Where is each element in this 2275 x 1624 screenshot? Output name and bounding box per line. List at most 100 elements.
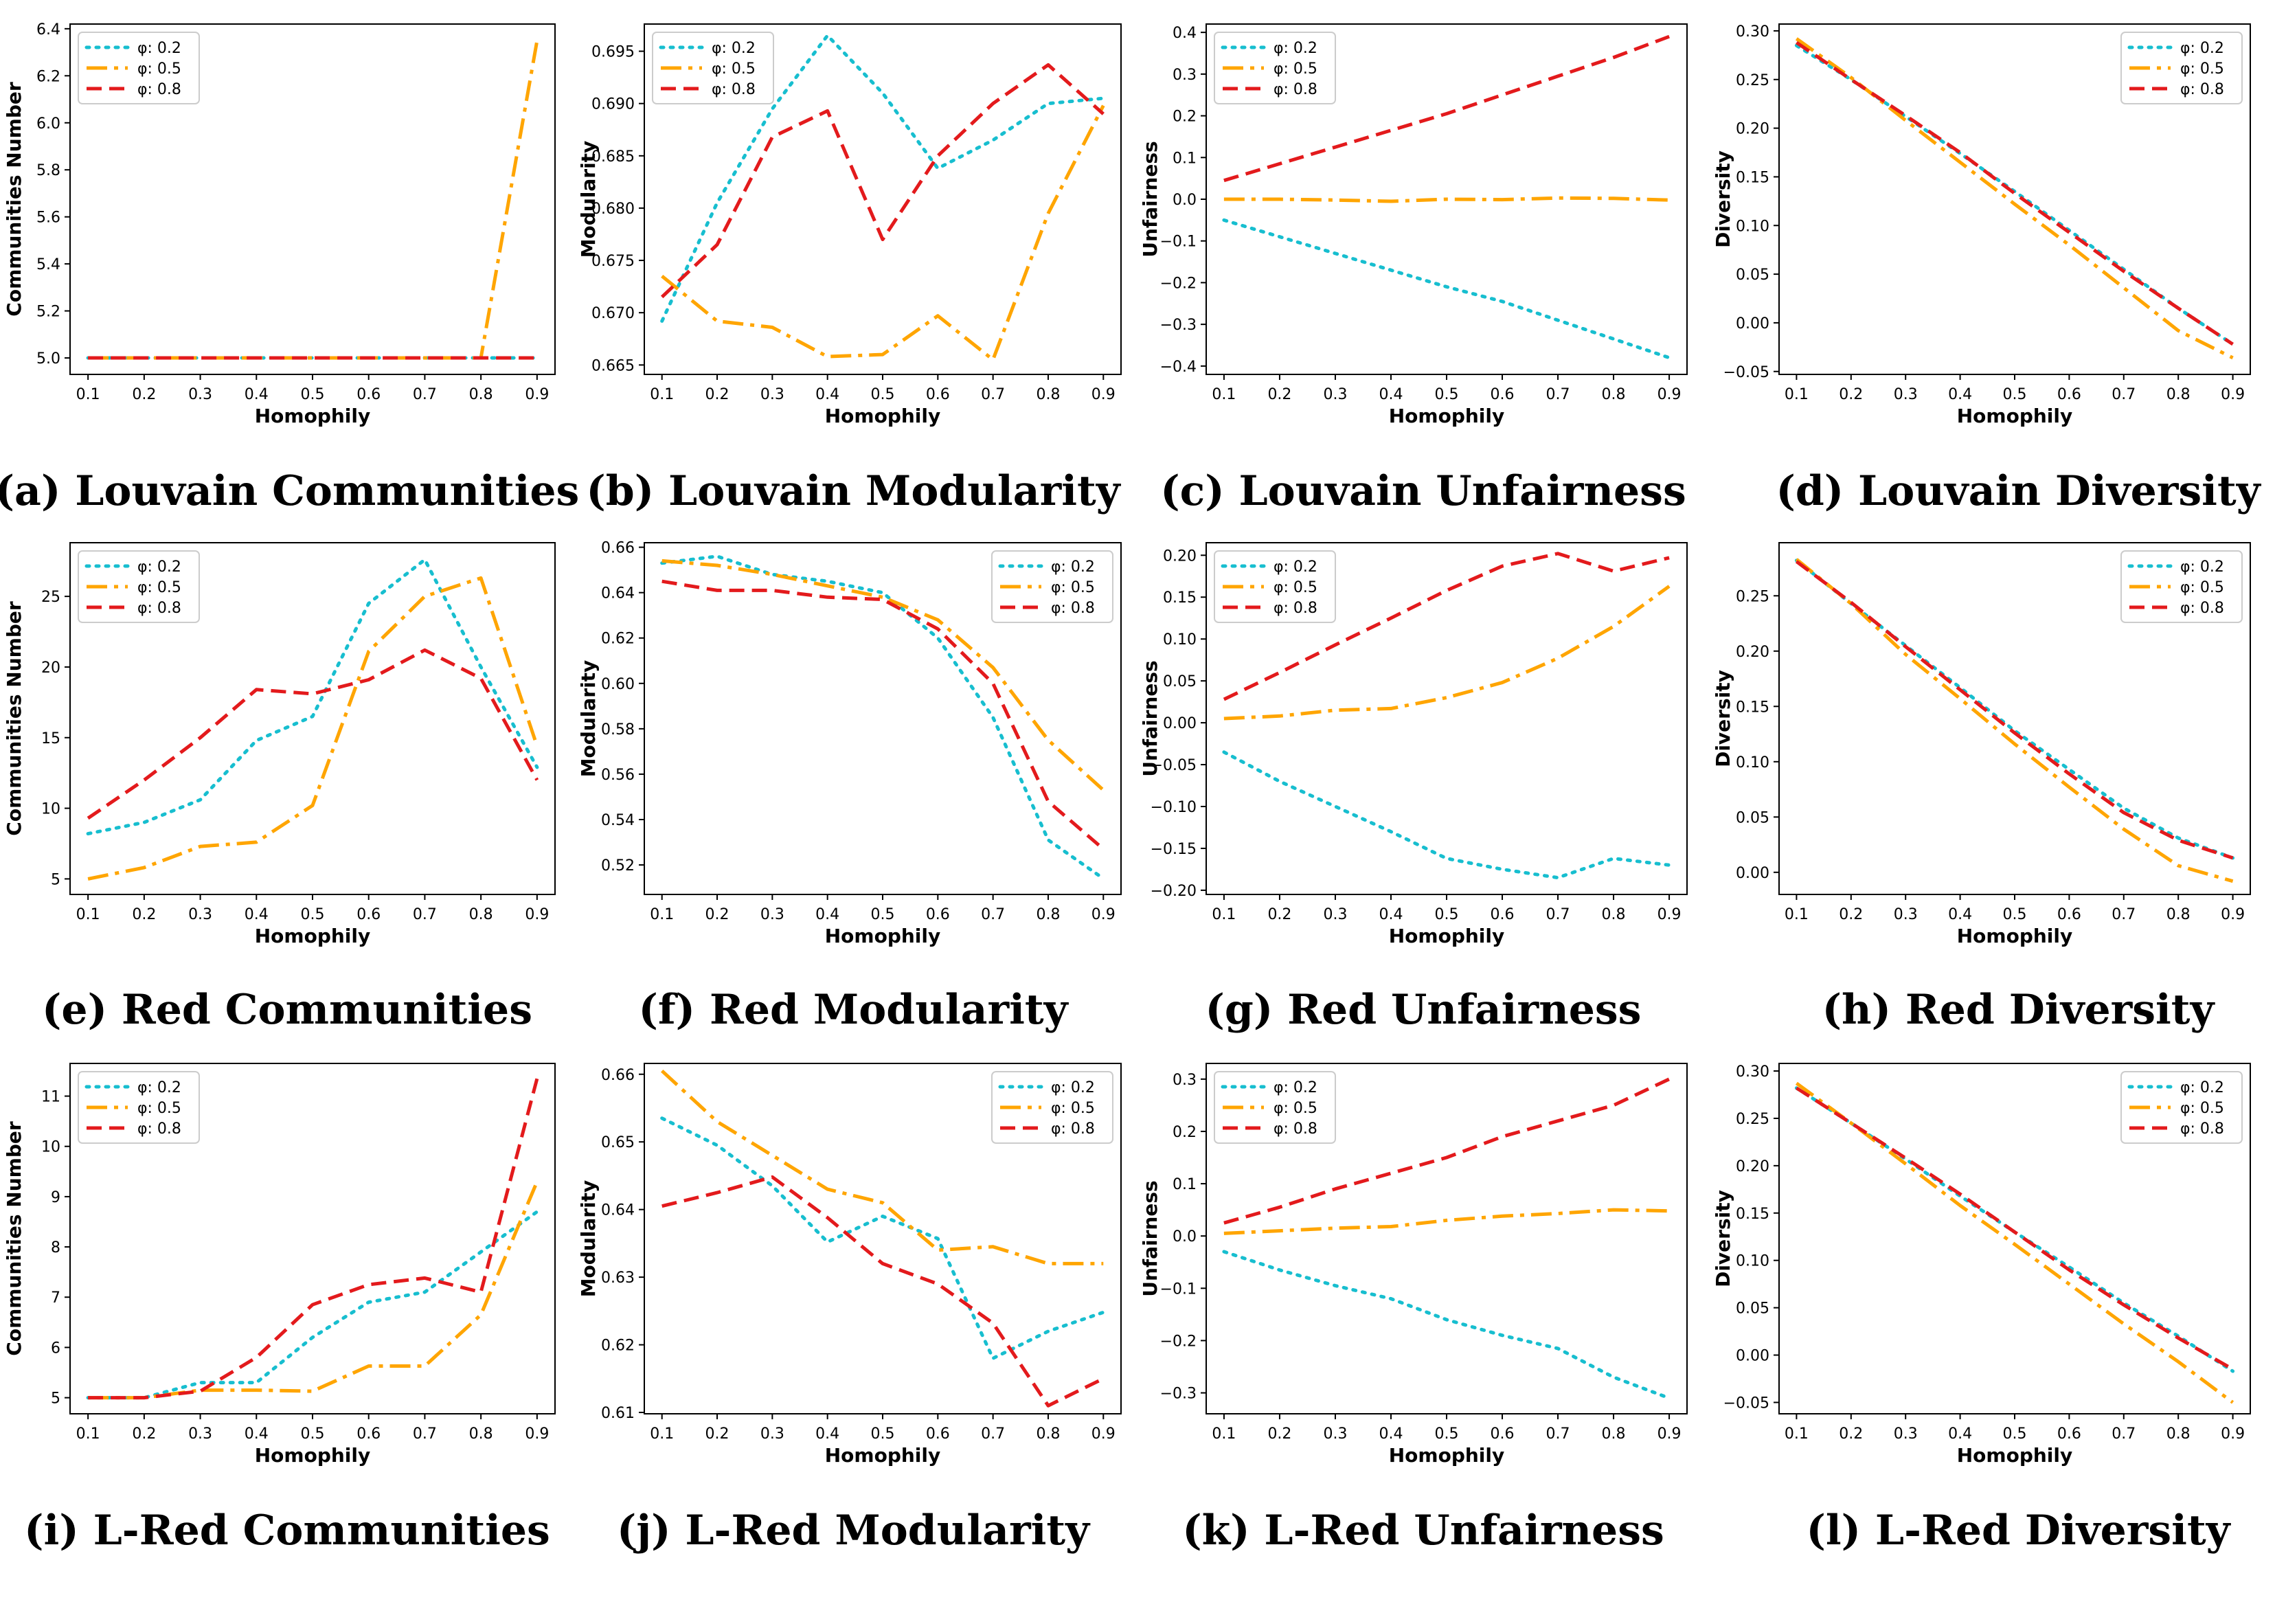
series-line bbox=[1222, 218, 1671, 360]
x-tick-label: 0.3 bbox=[1894, 906, 1918, 923]
y-tick-label: 5.8 bbox=[36, 162, 60, 179]
y-tick-label: 0.3 bbox=[1173, 67, 1197, 84]
y-tick-label: 0.0 bbox=[1173, 1228, 1197, 1245]
x-axis-label: Homophily bbox=[825, 925, 941, 947]
x-tick-label: 0.6 bbox=[356, 1425, 381, 1443]
legend-label: φ: 0.2 bbox=[712, 40, 756, 57]
x-tick-label: 0.8 bbox=[1036, 1425, 1060, 1443]
y-axis-label: Modularity bbox=[577, 660, 600, 778]
y-tick-label: −0.4 bbox=[1160, 359, 1197, 376]
x-axis-label: Homophily bbox=[1389, 1444, 1505, 1467]
x-tick-label: 0.8 bbox=[1602, 1425, 1626, 1443]
y-tick-label: 0.685 bbox=[591, 148, 635, 166]
legend-label: φ: 0.8 bbox=[137, 1120, 181, 1138]
legend-label: φ: 0.2 bbox=[1051, 559, 1095, 576]
series-line bbox=[660, 34, 1105, 323]
series-line bbox=[1223, 585, 1671, 721]
series-line bbox=[1795, 560, 2234, 860]
x-tick-label: 0.8 bbox=[2166, 906, 2191, 923]
y-tick-label: 0.00 bbox=[1736, 315, 1769, 332]
y-tick-label: 0.05 bbox=[1736, 1300, 1769, 1318]
y-tick-label: 0.1 bbox=[1173, 1176, 1197, 1193]
y-tick-label: 0.20 bbox=[1736, 1158, 1769, 1175]
x-tick-label: 0.4 bbox=[1379, 1425, 1403, 1443]
legend-label: φ: 0.5 bbox=[1274, 1100, 1317, 1117]
series-line bbox=[87, 648, 539, 820]
x-tick-label: 0.9 bbox=[1091, 1425, 1116, 1443]
x-tick-label: 0.2 bbox=[705, 1425, 729, 1443]
chart-caption: (e) Red Communities bbox=[42, 986, 532, 1034]
y-tick-label: 0.10 bbox=[1163, 631, 1197, 649]
x-tick-label: 0.3 bbox=[760, 386, 784, 403]
x-axis-label: Homophily bbox=[1957, 405, 2073, 427]
x-tick-label: 0.9 bbox=[525, 386, 549, 403]
x-tick-label: 0.9 bbox=[1657, 1425, 1682, 1443]
y-tick-label: −0.3 bbox=[1160, 317, 1197, 334]
x-tick-label: 0.7 bbox=[2112, 386, 2136, 403]
x-tick-label: 0.7 bbox=[2112, 1425, 2136, 1443]
y-tick-label: 5 bbox=[51, 1390, 60, 1408]
y-tick-label: 8 bbox=[51, 1239, 60, 1256]
chart-11: 0.1 0.2 0.3 0.4 0.5 0.6 0.7 0.8 0.9 −0.3 −0.2 −0.1 0… bbox=[1139, 1063, 1688, 1555]
y-tick-label: 0.690 bbox=[591, 96, 635, 113]
y-tick-label: 6.4 bbox=[36, 21, 60, 38]
x-axis-label: Homophily bbox=[825, 1444, 941, 1467]
legend-label: φ: 0.2 bbox=[137, 40, 181, 57]
y-tick-label: −0.05 bbox=[1151, 757, 1197, 774]
y-tick-label: 0.2 bbox=[1173, 109, 1197, 126]
chart-caption: (l) L-Red Diversity bbox=[1806, 1507, 2231, 1555]
y-tick-label: 0.25 bbox=[1736, 1111, 1769, 1128]
series-line bbox=[1795, 558, 2234, 883]
chart-6: 0.1 0.2 0.3 0.4 0.5 0.6 0.7 0.8 0.9 0.52 0.54 0.56 0… bbox=[577, 540, 1122, 1034]
x-tick-label: 0.5 bbox=[871, 1425, 895, 1443]
chart-caption: (b) Louvain Modularity bbox=[586, 467, 1121, 515]
series-line bbox=[88, 1181, 539, 1400]
x-tick-label: 0.4 bbox=[815, 386, 839, 403]
legend: φ: 0.2 φ: 0.5 φ: 0.8 bbox=[78, 550, 200, 623]
legend-label: φ: 0.8 bbox=[1274, 81, 1317, 98]
y-tick-label: 0.66 bbox=[601, 1067, 635, 1084]
y-tick-label: −0.2 bbox=[1160, 275, 1197, 292]
legend-box bbox=[78, 1071, 200, 1144]
y-tick-label: 0.10 bbox=[1736, 1253, 1769, 1270]
chart-caption: (k) L-Red Unfairness bbox=[1182, 1507, 1664, 1555]
x-tick-label: 0.1 bbox=[76, 1425, 100, 1443]
y-tick-label: 0.62 bbox=[601, 1338, 635, 1355]
series-line bbox=[1796, 1086, 2234, 1371]
x-tick-label: 0.2 bbox=[1839, 1425, 1863, 1443]
legend-box bbox=[78, 32, 200, 104]
x-tick-label: 0.5 bbox=[301, 906, 325, 923]
y-tick-label: 0.56 bbox=[601, 767, 635, 784]
x-tick-label: 0.6 bbox=[1491, 386, 1515, 403]
legend: φ: 0.2 φ: 0.5 φ: 0.8 bbox=[78, 1071, 200, 1144]
x-tick-label: 0.4 bbox=[1379, 906, 1403, 923]
legend-box bbox=[1214, 550, 1336, 623]
x-tick-label: 0.1 bbox=[650, 1425, 674, 1443]
x-tick-label: 0.2 bbox=[1267, 906, 1291, 923]
legend-label: φ: 0.5 bbox=[712, 60, 756, 78]
series-line bbox=[1223, 552, 1670, 701]
x-axis-label: Homophily bbox=[1389, 925, 1505, 947]
y-tick-label: 0.665 bbox=[591, 357, 635, 374]
x-tick-label: 0.7 bbox=[2112, 906, 2136, 923]
x-tick-label: 0.7 bbox=[981, 906, 1005, 923]
x-tick-label: 0.1 bbox=[1785, 906, 1809, 923]
x-tick-label: 0.7 bbox=[1546, 1425, 1570, 1443]
legend-label: φ: 0.8 bbox=[1274, 600, 1317, 617]
series-line bbox=[1795, 41, 2234, 346]
x-tick-label: 0.2 bbox=[132, 1425, 156, 1443]
legend: φ: 0.2 φ: 0.5 φ: 0.8 bbox=[1214, 1071, 1336, 1144]
legend-box bbox=[991, 1071, 1113, 1144]
x-tick-label: 0.3 bbox=[1323, 1425, 1347, 1443]
legend-label: φ: 0.5 bbox=[1051, 579, 1095, 596]
x-tick-label: 0.4 bbox=[815, 906, 839, 923]
y-tick-label: 10 bbox=[41, 801, 60, 818]
y-tick-label: 6.2 bbox=[36, 68, 60, 85]
x-tick-label: 0.1 bbox=[76, 906, 100, 923]
legend-label: φ: 0.8 bbox=[137, 81, 181, 98]
y-tick-label: 0.30 bbox=[1736, 23, 1769, 41]
y-tick-label: 25 bbox=[41, 589, 60, 606]
x-tick-label: 0.3 bbox=[188, 906, 212, 923]
x-tick-label: 0.8 bbox=[469, 1425, 493, 1443]
y-tick-label: 15 bbox=[41, 730, 60, 747]
